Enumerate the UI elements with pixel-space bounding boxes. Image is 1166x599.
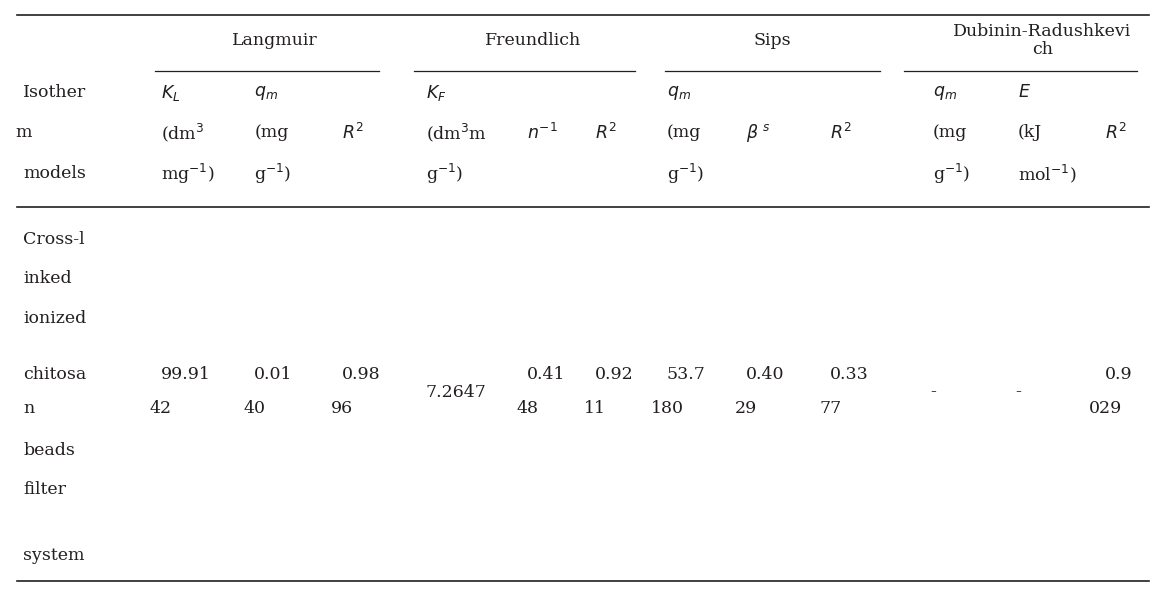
Text: $q_m$: $q_m$ bbox=[667, 84, 691, 102]
Text: 0.33: 0.33 bbox=[830, 367, 869, 383]
Text: 42: 42 bbox=[150, 400, 171, 417]
Text: (mg: (mg bbox=[667, 125, 701, 141]
Text: 96: 96 bbox=[331, 400, 352, 417]
Text: Langmuir: Langmuir bbox=[232, 32, 317, 49]
Text: m: m bbox=[15, 125, 31, 141]
Text: (dm$^3$m: (dm$^3$m bbox=[426, 122, 486, 144]
Text: g$^{-1}$): g$^{-1}$) bbox=[426, 162, 463, 186]
Text: $R^2$: $R^2$ bbox=[1105, 123, 1128, 143]
Text: g$^{-1}$): g$^{-1}$) bbox=[933, 162, 970, 186]
Text: Isother: Isother bbox=[23, 84, 86, 101]
Text: 180: 180 bbox=[651, 400, 683, 417]
Text: -: - bbox=[1014, 383, 1021, 400]
Text: mg$^{-1}$): mg$^{-1}$) bbox=[161, 162, 215, 186]
Text: 29: 29 bbox=[735, 400, 758, 417]
Text: 029: 029 bbox=[1089, 400, 1122, 417]
Text: ionized: ionized bbox=[23, 310, 86, 327]
Text: (dm$^3$: (dm$^3$ bbox=[161, 122, 204, 144]
Text: ch: ch bbox=[1032, 41, 1053, 58]
Text: $K_L$: $K_L$ bbox=[161, 83, 181, 103]
Text: 0.40: 0.40 bbox=[746, 367, 785, 383]
Text: 11: 11 bbox=[584, 400, 605, 417]
Text: $n^{-1}$: $n^{-1}$ bbox=[527, 123, 557, 143]
Text: 48: 48 bbox=[517, 400, 538, 417]
Text: inked: inked bbox=[23, 270, 72, 287]
Text: beads: beads bbox=[23, 442, 75, 459]
Text: $q_m$: $q_m$ bbox=[254, 84, 279, 102]
Text: $\beta\ ^{s}$: $\beta\ ^{s}$ bbox=[746, 122, 771, 144]
Text: 0.9: 0.9 bbox=[1105, 367, 1133, 383]
Text: $R^2$: $R^2$ bbox=[830, 123, 852, 143]
Text: (kJ: (kJ bbox=[1018, 125, 1042, 141]
Text: 0.01: 0.01 bbox=[254, 367, 293, 383]
Text: $R^2$: $R^2$ bbox=[595, 123, 617, 143]
Text: 0.41: 0.41 bbox=[527, 367, 566, 383]
Text: $R^2$: $R^2$ bbox=[342, 123, 364, 143]
Text: (mg: (mg bbox=[933, 125, 967, 141]
Text: $q_m$: $q_m$ bbox=[933, 84, 957, 102]
Text: g$^{-1}$): g$^{-1}$) bbox=[254, 162, 292, 186]
Text: filter: filter bbox=[23, 481, 66, 498]
Text: system: system bbox=[23, 547, 85, 564]
Text: 0.98: 0.98 bbox=[342, 367, 380, 383]
Text: 99.91: 99.91 bbox=[161, 367, 211, 383]
Text: 77: 77 bbox=[819, 400, 842, 417]
Text: -: - bbox=[929, 383, 936, 400]
Text: g$^{-1}$): g$^{-1}$) bbox=[667, 162, 704, 186]
Text: $E$: $E$ bbox=[1018, 84, 1031, 101]
Text: Cross-l: Cross-l bbox=[23, 231, 85, 248]
Text: Sips: Sips bbox=[753, 32, 791, 49]
Text: chitosa: chitosa bbox=[23, 367, 86, 383]
Text: 0.92: 0.92 bbox=[595, 367, 633, 383]
Text: 7.2647: 7.2647 bbox=[426, 385, 486, 401]
Text: n: n bbox=[23, 400, 35, 417]
Text: mol$^{-1}$): mol$^{-1}$) bbox=[1018, 162, 1076, 185]
Text: models: models bbox=[23, 165, 86, 182]
Text: Dubinin-Radushkevi: Dubinin-Radushkevi bbox=[954, 23, 1131, 40]
Text: (mg: (mg bbox=[254, 125, 288, 141]
Text: $K_F$: $K_F$ bbox=[426, 83, 447, 103]
Text: 40: 40 bbox=[244, 400, 265, 417]
Text: 53.7: 53.7 bbox=[667, 367, 705, 383]
Text: Freundlich: Freundlich bbox=[485, 32, 582, 49]
